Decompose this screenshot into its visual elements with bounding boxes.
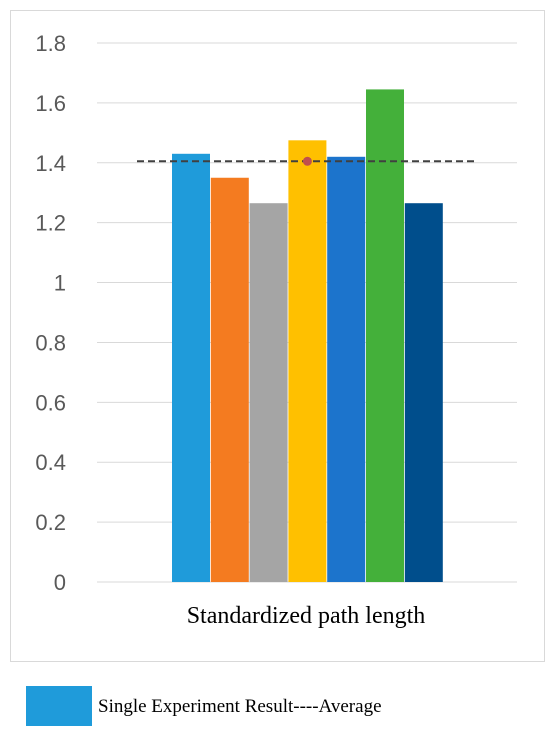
average-line-group [137, 156, 475, 166]
y-tick-label: 1 [54, 271, 66, 296]
chart-plot: 0 0.2 0.4 0.6 0.8 1 1.2 1.4 1.6 1.8 Standardized … [35, 31, 517, 629]
y-tick-label: 0.6 [35, 390, 66, 415]
legend-swatch-single-experiment [26, 686, 92, 726]
chart-frame: 0 0.2 0.4 0.6 0.8 1 1.2 1.4 1.6 1.8 Standardized … [10, 10, 545, 662]
legend-label: Single Experiment Result----Average [98, 696, 382, 717]
y-tick-label: 1.4 [35, 151, 66, 176]
y-axis-tick-labels: 0 0.2 0.4 0.6 0.8 1 1.2 1.4 1.6 1.8 [35, 31, 66, 595]
average-marker [302, 156, 312, 166]
y-tick-label: 0 [54, 570, 66, 595]
legend: Single Experiment Result----Average [26, 686, 536, 726]
bar-4 [288, 140, 327, 582]
y-tick-label: 0.2 [35, 510, 66, 535]
bar-6 [366, 89, 404, 583]
y-tick-label: 1.6 [35, 91, 66, 116]
y-tick-label: 1.8 [35, 31, 66, 56]
y-tick-label: 0.4 [35, 450, 66, 475]
bar-1 [172, 153, 210, 583]
y-tick-label: 1.2 [35, 211, 66, 236]
bar-7 [404, 203, 443, 583]
x-axis-category-label: Standardized path length [187, 603, 426, 629]
bar-2 [210, 177, 249, 582]
bar-3 [249, 203, 288, 583]
bar-5 [327, 156, 366, 583]
bars [172, 89, 443, 583]
y-tick-label: 0.8 [35, 330, 66, 355]
